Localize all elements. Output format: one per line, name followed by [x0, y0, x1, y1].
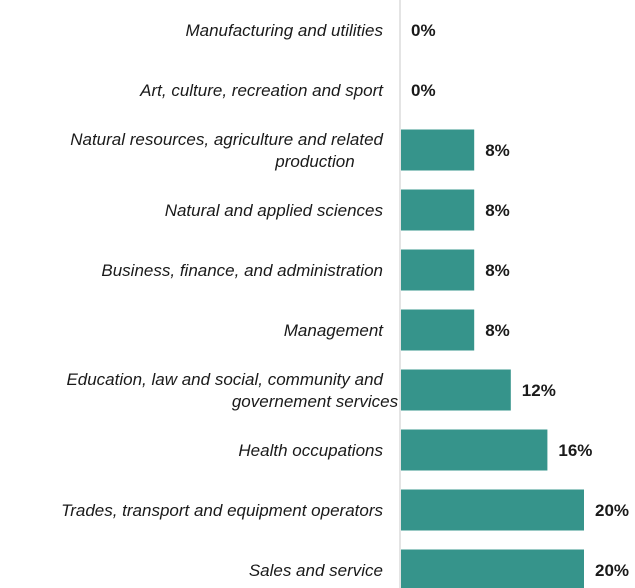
category-label-line: Management	[284, 321, 385, 340]
value-label: 0%	[411, 21, 436, 40]
category-label: Art, culture, recreation and sport	[139, 81, 384, 100]
value-label: 12%	[522, 381, 556, 400]
value-label: 8%	[485, 201, 510, 220]
category-label: Education, law and social, community and…	[66, 370, 398, 411]
value-label: 8%	[485, 141, 510, 160]
category-labels: Manufacturing and utilities Art, culture,…	[61, 21, 399, 580]
value-label: 8%	[485, 321, 510, 340]
value-label: 20%	[595, 561, 629, 580]
bars	[401, 129, 584, 588]
bar	[401, 189, 475, 231]
category-label: Sales and service	[249, 561, 383, 580]
category-label-line: Sales and service	[249, 561, 383, 580]
category-label-line: Manufacturing and utilities	[185, 21, 383, 40]
bar	[401, 249, 475, 291]
category-label-line: Trades, transport and equipment operator…	[61, 501, 383, 520]
category-label-line: governement services	[232, 392, 399, 411]
value-labels: 0% 0% 8% 8% 8% 8% 12% 16% 20% 20%	[411, 21, 629, 580]
category-label-line: Health occupations	[238, 441, 383, 460]
category-label-line: Business, finance, and administration	[101, 261, 383, 280]
category-label: Management	[284, 321, 385, 340]
bar	[401, 549, 584, 588]
category-label: Manufacturing and utilities	[185, 21, 383, 40]
category-label-line: Education, law and social, community and	[66, 370, 383, 389]
bar	[401, 429, 548, 471]
bar	[401, 309, 475, 351]
category-label-line: Natural resources, agriculture and relat…	[70, 130, 383, 149]
category-label-line: Art, culture, recreation and sport	[139, 81, 384, 100]
category-label: Business, finance, and administration	[101, 261, 383, 280]
category-label: Trades, transport and equipment operator…	[61, 501, 383, 520]
category-label-line: production	[274, 152, 354, 171]
value-label: 8%	[485, 261, 510, 280]
category-label-line: Natural and applied sciences	[165, 201, 384, 220]
value-label: 20%	[595, 501, 629, 520]
category-label: Natural resources, agriculture and relat…	[70, 130, 383, 171]
category-label: Health occupations	[238, 441, 383, 460]
value-label: 16%	[558, 441, 592, 460]
value-label: 0%	[411, 81, 436, 100]
category-label: Natural and applied sciences	[165, 201, 384, 220]
bar	[401, 489, 584, 531]
bar	[401, 369, 511, 411]
bar	[401, 129, 475, 171]
